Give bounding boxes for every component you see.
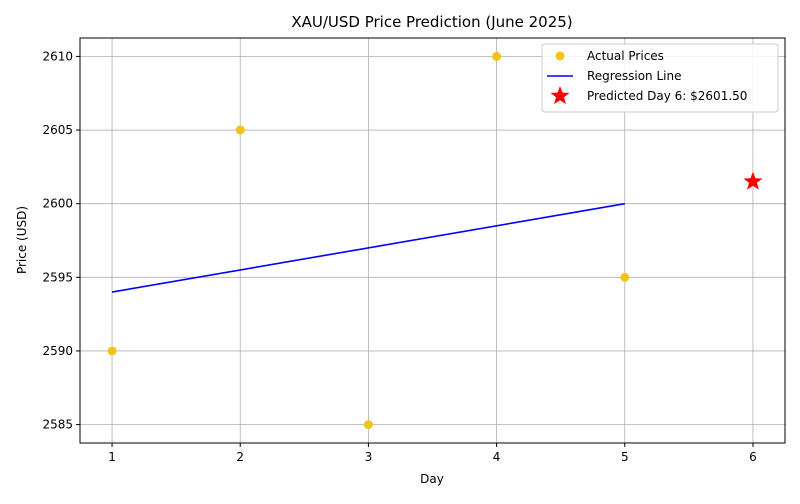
- x-tick-label: 6: [749, 450, 757, 464]
- x-tick-label: 2: [236, 450, 244, 464]
- y-tick-label: 2600: [42, 197, 73, 211]
- x-tick-label: 4: [493, 450, 501, 464]
- legend-box: [541, 43, 779, 113]
- predicted-star-marker: [743, 171, 763, 190]
- legend-label: Predicted Day 6: $2601.50: [587, 89, 747, 103]
- y-tick-label: 2585: [42, 418, 73, 432]
- y-tick-label: 2605: [42, 123, 73, 137]
- actual-price-point: [235, 125, 245, 135]
- x-axis-label: Day: [420, 472, 444, 486]
- plot-layer: [107, 51, 763, 430]
- actual-price-point: [492, 51, 502, 61]
- legend: Actual Prices Regression Line Predicted Da…: [541, 43, 779, 113]
- x-tick-label: 5: [621, 450, 629, 464]
- y-tick-label: 2610: [42, 49, 73, 63]
- actual-price-point: [107, 346, 117, 356]
- regression-line: [111, 202, 625, 293]
- chart-title: XAU/USD Price Prediction (June 2025): [291, 13, 572, 31]
- actual-price-point: [363, 420, 373, 430]
- legend-label: Actual Prices: [587, 49, 664, 63]
- y-tick-label: 2595: [42, 270, 73, 284]
- plot-frame: [79, 37, 786, 444]
- x-tick-label: 1: [108, 450, 116, 464]
- y-tick-label: 2590: [42, 344, 73, 358]
- legend-scatter-swatch: [555, 51, 565, 61]
- actual-price-point: [620, 272, 630, 282]
- legend-star-swatch: [550, 86, 570, 105]
- legend-label: Regression Line: [587, 69, 681, 83]
- y-axis-label: Price (USD): [15, 206, 29, 274]
- x-tick-label: 3: [365, 450, 373, 464]
- tick-layer: 1 2 3 4 5 6 2585 2590 2595 2600 2605 2610: [42, 49, 756, 464]
